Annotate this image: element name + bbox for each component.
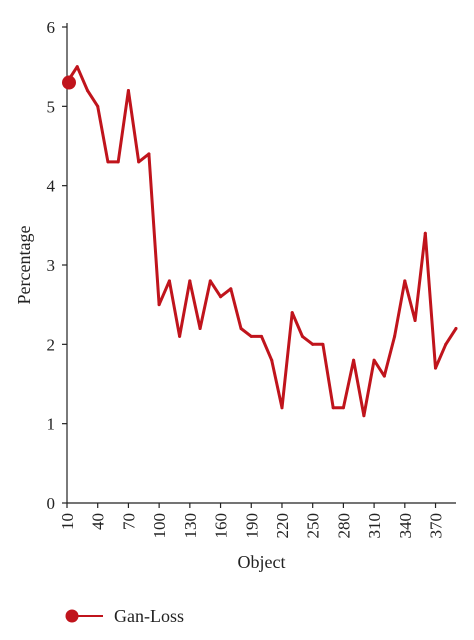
series-point — [444, 342, 448, 346]
y-tick-label: 1 — [47, 415, 56, 434]
series-point — [65, 81, 69, 85]
series-point — [260, 334, 263, 338]
series-point — [454, 326, 458, 330]
series-point — [413, 319, 417, 323]
series-point — [198, 326, 202, 330]
legend: Gan-Loss — [65, 606, 184, 626]
y-tick-label: 3 — [47, 256, 56, 275]
x-tick-label: 220 — [273, 513, 292, 539]
series-point — [229, 287, 233, 291]
series-point — [157, 303, 161, 307]
series-point — [178, 334, 182, 338]
series-point — [372, 358, 376, 362]
y-tick-label: 5 — [47, 97, 56, 116]
x-tick-label: 340 — [396, 513, 415, 539]
plot-area: 0 1 2 3 4 5 6 10 40 70 100 130 160 190 220 250 280 310 34… — [47, 18, 458, 539]
series-points — [65, 65, 458, 418]
series-point — [167, 279, 171, 283]
series-point — [403, 279, 407, 283]
series-point — [75, 65, 79, 69]
series-point — [126, 88, 130, 92]
series-point — [382, 374, 386, 378]
x-axis-ticks: 10 40 70 100 130 160 190 220 250 280 310 340 370 — [58, 503, 446, 539]
series-point — [239, 326, 243, 330]
y-axis-ticks: 0 1 2 3 4 5 6 — [47, 18, 67, 513]
x-tick-label: 310 — [365, 513, 384, 539]
series-point — [290, 311, 294, 315]
x-tick-label: 40 — [89, 513, 108, 530]
x-tick-label: 10 — [58, 513, 77, 530]
x-tick-label: 70 — [119, 513, 138, 530]
series-point — [362, 414, 366, 418]
series-point — [270, 358, 274, 362]
x-tick-label: 250 — [304, 513, 323, 539]
series-point — [393, 334, 397, 338]
y-tick-label: 2 — [47, 335, 56, 354]
x-tick-label: 370 — [427, 513, 446, 539]
x-tick-label: 190 — [242, 513, 261, 539]
series-point — [341, 406, 345, 410]
series-point — [106, 160, 110, 164]
y-tick-label: 4 — [47, 177, 56, 196]
series-point — [96, 104, 100, 108]
series-point — [85, 88, 89, 92]
series-point — [116, 160, 120, 164]
series-point — [280, 406, 284, 410]
series-point — [352, 358, 356, 362]
series-point — [147, 152, 151, 156]
legend-label-gan-loss: Gan-Loss — [114, 606, 184, 626]
series-point — [208, 279, 212, 283]
x-tick-label: 160 — [212, 513, 231, 539]
x-tick-label: 130 — [181, 513, 200, 539]
series-point — [311, 342, 315, 346]
series-point — [321, 342, 325, 346]
series-point — [423, 231, 427, 235]
series-point — [219, 295, 223, 299]
series-point — [331, 406, 335, 410]
series-start-marker — [62, 75, 76, 90]
y-axis-title: Percentage — [14, 226, 34, 305]
y-tick-label: 0 — [47, 494, 56, 513]
x-tick-label: 280 — [334, 513, 353, 539]
series-point — [249, 334, 253, 338]
series-point — [188, 279, 192, 283]
series-point — [137, 160, 141, 164]
y-tick-label: 6 — [47, 18, 56, 37]
series-line-gan-loss — [65, 65, 458, 418]
series-point — [434, 366, 438, 370]
series-point — [300, 334, 304, 338]
x-tick-label: 100 — [150, 513, 169, 539]
x-axis-title: Object — [238, 552, 286, 572]
